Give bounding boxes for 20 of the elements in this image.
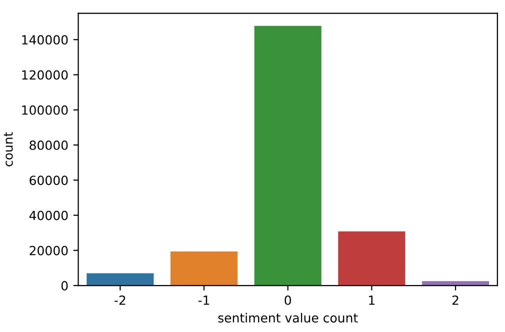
y-axis-title: count — [4, 132, 13, 166]
y-tick-label: 60000 — [30, 176, 68, 186]
bar — [170, 251, 238, 286]
bar — [422, 281, 490, 286]
y-tick-label: 20000 — [30, 246, 68, 256]
x-tick-label: -2 — [114, 295, 126, 305]
y-tick-label: 80000 — [30, 140, 68, 150]
x-axis-title: sentiment value count — [218, 312, 358, 323]
y-tick-label: 100000 — [22, 105, 68, 115]
x-tick-label: -1 — [198, 296, 210, 305]
x-tick-label: 1 — [369, 296, 374, 305]
y-tick-label: 0 — [61, 280, 68, 290]
x-tick-label: 0 — [284, 295, 291, 305]
bar — [86, 273, 154, 286]
bar — [254, 26, 322, 286]
y-tick-label: 120000 — [22, 70, 68, 80]
x-tick-label: 2 — [452, 295, 458, 305]
bar — [338, 231, 406, 286]
y-tick-label: 40000 — [29, 210, 68, 220]
y-tick-label: 140000 — [22, 35, 68, 45]
